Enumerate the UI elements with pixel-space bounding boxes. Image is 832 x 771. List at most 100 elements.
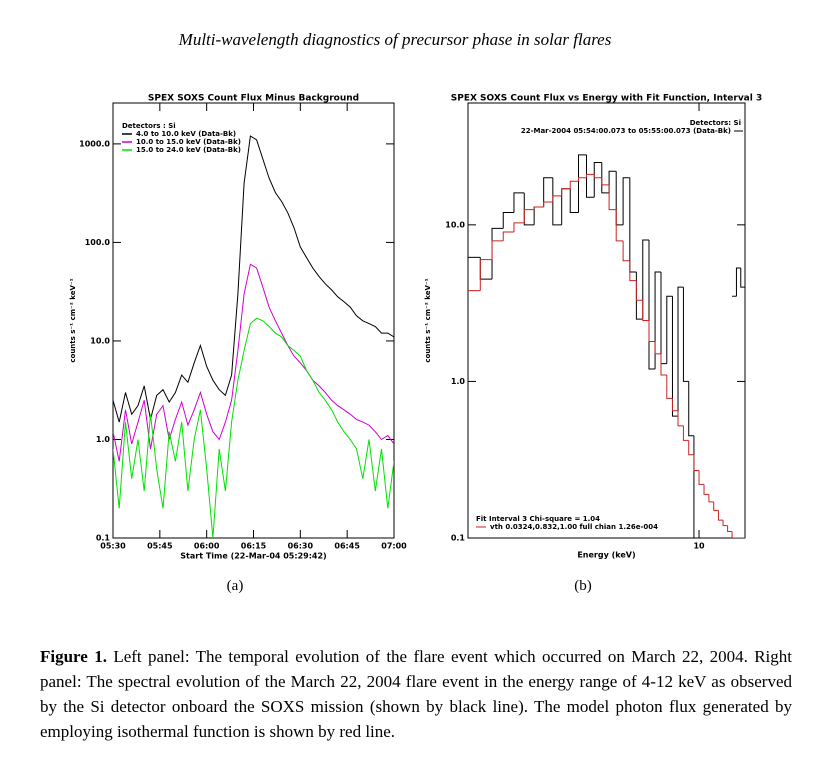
x-axis-label: Energy (keV) xyxy=(577,551,635,560)
step-bin xyxy=(654,341,662,355)
y-tick-label: 0.1 xyxy=(96,534,111,543)
step-bin xyxy=(491,240,504,260)
step-bin xyxy=(740,268,745,288)
step-bin xyxy=(586,173,595,178)
step-bin xyxy=(735,267,741,297)
step-bin xyxy=(717,510,724,521)
x-axis-label: Start Time (22-Mar-04 05:29:42) xyxy=(180,552,326,561)
y-tick-label: 1.0 xyxy=(451,377,466,386)
legend-label: 10.0 to 15.0 keV (Data-Bk) xyxy=(136,138,241,146)
step-bin xyxy=(561,188,571,196)
step-bin xyxy=(682,425,689,441)
legend-title: Detectors: Si xyxy=(690,119,741,127)
step-bin xyxy=(533,206,544,210)
step-bin xyxy=(479,259,493,291)
step-bin xyxy=(601,177,610,186)
step-bin xyxy=(543,201,553,208)
step-bin xyxy=(703,484,709,495)
step-bin xyxy=(552,177,562,226)
step-bin xyxy=(502,231,514,241)
y-tick-label: 100.0 xyxy=(85,238,111,247)
step-bin xyxy=(513,222,525,233)
step-bin xyxy=(615,209,624,242)
step-bin xyxy=(622,240,630,262)
x-tick-label: 07:00 xyxy=(381,542,407,551)
step-bin xyxy=(552,195,562,202)
step-bin xyxy=(642,300,649,321)
step-bin xyxy=(533,206,544,225)
step-bin xyxy=(666,374,673,399)
step-bin xyxy=(688,440,694,456)
legend-title: Detectors : Si xyxy=(122,122,176,130)
y-tick-label: 10.0 xyxy=(445,220,465,229)
step-bin xyxy=(648,320,656,342)
legend-label: vth 0.0324,0.832,1.00 full chian 1.26e-0… xyxy=(490,523,658,531)
step-bin xyxy=(660,271,667,365)
step-bin xyxy=(543,177,553,208)
step-bin xyxy=(654,271,662,370)
chart-title: SPEX SOXS Count Flux vs Energy with Fit … xyxy=(451,94,763,104)
step-bin xyxy=(561,188,571,225)
step-bin xyxy=(593,162,602,198)
step-bin xyxy=(608,170,617,193)
step-bin xyxy=(569,180,579,189)
step-bin xyxy=(671,296,679,417)
step-bin xyxy=(642,239,649,320)
y-axis-label: counts s⁻¹ cm⁻² keV⁻¹ xyxy=(424,278,432,362)
x-tick-label: 06:00 xyxy=(194,542,220,551)
series-line xyxy=(113,135,394,423)
figure-caption: Figure 1. Left panel: The temporal evolu… xyxy=(40,644,792,744)
x-tick-label: 10 xyxy=(693,542,705,551)
chart-title: SPEX SOXS Count Flux Minus Background xyxy=(148,94,359,104)
step-bin xyxy=(722,520,728,527)
series-line xyxy=(113,317,394,538)
x-tick-label: 06:45 xyxy=(334,542,360,551)
annotation: Fit Interval 3 Chi-square = 1.04 xyxy=(476,515,600,523)
step-bin xyxy=(523,209,535,223)
step-bin xyxy=(491,227,504,280)
step-bin xyxy=(513,192,525,213)
running-header: Multi-wavelength diagnostics of precurso… xyxy=(178,30,612,49)
step-bin xyxy=(660,353,667,376)
step-bin xyxy=(648,240,656,370)
step-bin xyxy=(523,192,535,226)
step-bin xyxy=(666,295,673,364)
step-bin xyxy=(593,174,602,179)
y-tick-label: 0.1 xyxy=(451,534,466,543)
y-tick-label: 1.0 xyxy=(96,435,111,444)
x-tick-label: 05:45 xyxy=(147,542,173,551)
step-bin xyxy=(578,177,587,182)
step-bin xyxy=(713,501,719,511)
step-bin xyxy=(693,435,700,538)
y-axis-label: counts s⁻¹ cm⁻² keV⁻¹ xyxy=(69,278,77,362)
step-bin xyxy=(578,154,587,213)
step-bin xyxy=(502,211,514,229)
step-bin xyxy=(693,454,700,471)
step-bin xyxy=(727,525,733,533)
legend-label: 4.0 to 10.0 keV (Data-Bk) xyxy=(136,130,236,138)
step-bin xyxy=(601,162,610,194)
step-bin xyxy=(586,154,595,198)
step-bin xyxy=(677,286,684,417)
step-bin xyxy=(629,177,637,273)
x-tick-label: 06:15 xyxy=(241,542,267,551)
step-bin xyxy=(629,260,637,282)
legend-label: 22-Mar-2004 05:54:00.073 to 05:55:00.073… xyxy=(521,127,731,135)
step-bin xyxy=(608,184,617,211)
step-bin xyxy=(569,188,579,213)
series-line xyxy=(113,263,394,462)
x-tick-label: 06:30 xyxy=(288,542,314,551)
step-bin xyxy=(677,410,684,427)
legend-label: 15.0 to 24.0 keV (Data-Bk) xyxy=(136,146,241,154)
step-bin xyxy=(635,280,643,301)
caption-text: Left panel: The temporal evolution of th… xyxy=(40,647,792,741)
step-bin xyxy=(622,177,630,225)
y-tick-label: 10.0 xyxy=(90,336,110,345)
step-bin xyxy=(682,287,689,382)
step-bin xyxy=(479,257,493,280)
step-bin xyxy=(615,171,624,226)
step-bin xyxy=(671,398,679,412)
step-bin xyxy=(688,381,694,437)
